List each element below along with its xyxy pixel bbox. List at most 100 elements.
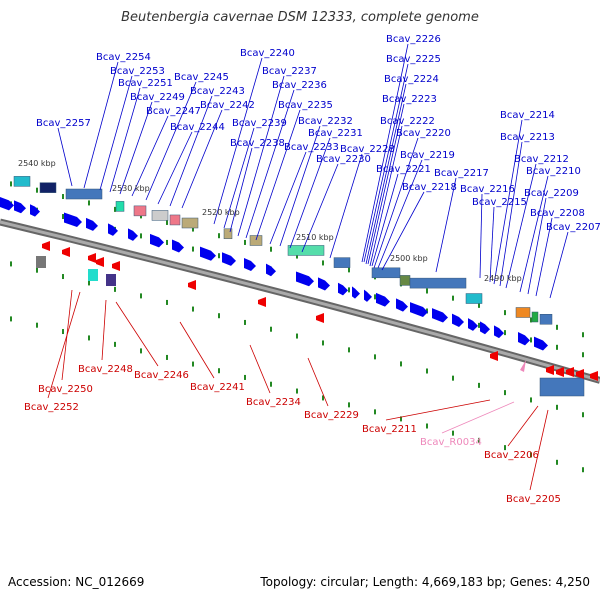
tick-dot (426, 423, 428, 429)
forward-cds-arrow (318, 277, 330, 291)
genome-title: Beutenbergia cavernae DSM 12333, complet… (121, 10, 479, 25)
gene-block (36, 256, 46, 268)
tick-dot (192, 246, 194, 252)
forward-gene-label: Bcav_2216 (460, 184, 515, 195)
forward-gene-label: Bcav_2215 (472, 197, 527, 208)
tick-dot (296, 388, 298, 394)
reverse-cds-arrow (96, 257, 104, 267)
forward-leader-line (109, 87, 141, 193)
tick-dot (166, 219, 168, 225)
forward-gene-label: Bcav_2242 (200, 100, 255, 111)
tick-dot (582, 352, 584, 358)
forward-cds-arrow (338, 282, 348, 296)
rna-gene-label: Bcav_R0034 (420, 437, 482, 448)
genome-backbone (0, 218, 600, 384)
reverse-cds-arrow (42, 241, 50, 251)
forward-gene-label: Bcav_2210 (526, 166, 581, 177)
gene-block (515, 307, 531, 318)
gene-labels: Bcav_2257Bcav_2254Bcav_2253Bcav_2251Bcav… (24, 34, 600, 505)
forward-leader-line (289, 137, 331, 249)
tick-dot (504, 310, 506, 316)
gene-block (539, 377, 585, 397)
forward-gene-label: Bcav_2235 (278, 100, 333, 111)
forward-cds-arrow (266, 263, 276, 277)
forward-gene-label: Bcav_2213 (500, 132, 555, 143)
forward-cds-arrow (172, 239, 184, 253)
forward-leader-line (363, 63, 409, 263)
forward-leader-line (213, 57, 263, 225)
reverse-gene-label: Bcav_2246 (134, 370, 189, 381)
forward-gene-label: Bcav_2220 (396, 128, 451, 139)
tick-dot (114, 206, 116, 212)
forward-cds-arrow (364, 289, 372, 302)
scale-label: 2540 kbp (18, 159, 56, 168)
tick-dot (322, 340, 324, 346)
tick-dot (88, 280, 90, 286)
forward-gene-label: Bcav_2212 (514, 154, 569, 165)
forward-gene-label: Bcav_2209 (524, 188, 579, 199)
forward-leader-line (181, 109, 223, 209)
reverse-gene-label: Bcav_2211 (362, 424, 417, 435)
reverse-leader-line (47, 291, 81, 399)
reverse-leader-line (249, 344, 271, 394)
scale-label: 2510 kbp (296, 233, 334, 242)
forward-leader-line (245, 89, 295, 239)
tick-dot (270, 381, 272, 387)
forward-gene-label: Bcav_2218 (402, 182, 457, 193)
forward-cds-arrow (352, 286, 360, 299)
forward-leader-line (229, 147, 253, 233)
forward-gene-label: Bcav_2237 (262, 66, 317, 77)
forward-leader-line (223, 127, 255, 229)
reverse-leader-line (179, 321, 215, 379)
tick-dot (426, 308, 428, 314)
reverse-gene-label: Bcav_2234 (246, 397, 301, 408)
tick-dot (244, 374, 246, 380)
reverse-cds-arrow (188, 280, 196, 290)
label-leader-lines (47, 43, 569, 491)
genome-summary-text: Topology: circular; Length: 4,669,183 bp… (260, 575, 590, 589)
tick-dot (140, 293, 142, 299)
tick-dot (478, 322, 480, 328)
tick-dot (400, 361, 402, 367)
forward-leader-line (535, 217, 553, 297)
reverse-leader-line (115, 301, 159, 367)
tick-dot (296, 253, 298, 259)
reverse-cds-arrow (566, 367, 574, 377)
forward-gene-label: Bcav_2251 (118, 78, 173, 89)
tick-dot (36, 322, 38, 328)
reverse-gene-label: Bcav_2248 (78, 364, 133, 375)
tick-dot (62, 194, 64, 200)
forward-leader-line (369, 125, 403, 267)
tick-dot (36, 267, 38, 273)
forward-cds-arrow (222, 252, 236, 266)
reverse-cds-arrow (258, 297, 266, 307)
scale-label: 2520 kbp (202, 208, 240, 217)
tick-dot (10, 316, 12, 322)
forward-gene-label: Bcav_2224 (384, 74, 439, 85)
forward-cds-arrow (468, 318, 478, 331)
forward-leader-line (365, 83, 407, 265)
forward-cds-arrow (200, 246, 216, 261)
tick-dot (192, 306, 194, 312)
reverse-gene-label: Bcav_2252 (24, 402, 79, 413)
tick-dot (140, 233, 142, 239)
gene-block (371, 267, 401, 279)
gene-block (249, 235, 263, 246)
tick-dot (504, 390, 506, 396)
tick-dot (36, 187, 38, 193)
forward-gene-label: Bcav_2253 (110, 66, 165, 77)
tick-dot (348, 347, 350, 353)
tick-dot (296, 333, 298, 339)
scale-label: 2500 kbp (390, 254, 428, 263)
forward-leader-line (499, 141, 523, 287)
tick-dot (452, 430, 454, 436)
forward-leader-line (435, 177, 457, 273)
backbone-inner (0, 220, 600, 382)
forward-gene-label: Bcav_2240 (240, 48, 295, 59)
forward-gene-label: Bcav_2214 (500, 110, 555, 121)
forward-leader-line (361, 43, 409, 263)
forward-leader-line (119, 101, 153, 195)
tick-dot (426, 288, 428, 294)
forward-cds-arrow (30, 204, 40, 217)
accession-text: Accession: NC_012669 (8, 575, 145, 589)
